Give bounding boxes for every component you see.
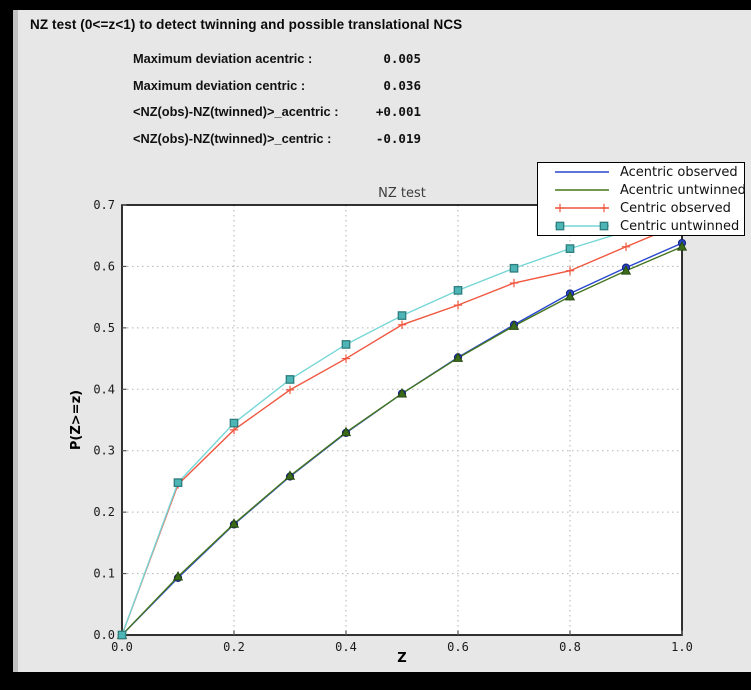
marker-triangle	[284, 470, 296, 480]
marker-triangle	[452, 352, 464, 362]
legend-line-sample-icon	[555, 189, 609, 191]
stat-value: -0.019	[375, 130, 421, 146]
x-tick-label: 1.0	[671, 640, 693, 654]
y-tick-label: 0.3	[93, 444, 115, 458]
stat-row: Maximum deviation centric : 0.036	[133, 78, 421, 105]
panel-left-edge	[13, 10, 18, 672]
y-tick-label: 0.0	[93, 628, 115, 642]
legend-label: Acentric untwinned	[620, 182, 746, 198]
stat-label: Maximum deviation centric :	[133, 77, 306, 93]
y-axis-label: P(Z>=z)	[69, 390, 84, 450]
y-tick-label: 0.6	[93, 259, 115, 273]
x-tick-label: 0.2	[223, 640, 245, 654]
marker-triangle	[676, 241, 688, 251]
marker-triangle	[172, 570, 184, 581]
legend-label: Centric untwinned	[620, 218, 740, 234]
legend-line-sample-icon	[555, 171, 609, 173]
stat-label: <NZ(obs)-NZ(twinned)>_centric :	[133, 130, 332, 146]
x-tick-label: 0.6	[447, 640, 469, 654]
marker-triangle	[228, 518, 240, 528]
stats-block: Maximum deviation acentric : 0.005 Maxim…	[133, 51, 421, 157]
stat-value: +0.001	[375, 104, 421, 120]
marker-square	[173, 478, 183, 488]
report-title: NZ test (0<=z<1) to detect twinning and …	[30, 17, 463, 32]
marker-square	[229, 418, 239, 428]
legend-line-sample-icon	[555, 221, 609, 231]
marker-triangle	[396, 387, 408, 398]
x-tick-label: 0.4	[335, 640, 357, 654]
legend-item-acentric-observed: Acentric observed	[538, 163, 744, 181]
marker-triangle	[508, 320, 520, 330]
legend-item-centric-untwinned: Centric untwinned	[538, 217, 744, 235]
marker-square	[117, 630, 127, 640]
marker-square	[285, 375, 295, 384]
x-tick-label: 0.8	[559, 640, 581, 654]
marker-triangle	[564, 290, 576, 301]
chart-legend: Acentric observed Acentric untwinned Cen…	[537, 162, 746, 236]
marker-triangle	[340, 426, 352, 437]
marker-square	[509, 263, 519, 273]
marker-square	[453, 286, 463, 295]
stat-value: 0.036	[383, 77, 421, 93]
marker-square	[599, 221, 609, 231]
legend-line-sample-icon	[555, 203, 609, 213]
marker-square	[555, 221, 565, 231]
legend-item-acentric-untwinned: Acentric untwinned	[538, 181, 746, 199]
x-tick-label: 0.0	[111, 640, 133, 654]
legend-label: Acentric observed	[620, 164, 738, 180]
marker-square	[397, 311, 407, 320]
stat-row: Maximum deviation acentric : 0.005	[133, 51, 421, 78]
stat-value: 0.005	[383, 51, 421, 66]
marker-triangle	[620, 265, 632, 275]
y-tick-label: 0.7	[93, 198, 115, 212]
stat-row: <NZ(obs)-NZ(twinned)>_centric : -0.019	[133, 131, 421, 158]
legend-item-centric-observed: Centric observed	[538, 199, 744, 217]
stat-row: <NZ(obs)-NZ(twinned)>_acentric : +0.001	[133, 104, 421, 131]
marker-square	[565, 244, 575, 253]
legend-label: Centric observed	[620, 200, 731, 216]
y-tick-label: 0.5	[93, 321, 115, 335]
stat-label: <NZ(obs)-NZ(twinned)>_acentric :	[133, 104, 339, 120]
stat-label: Maximum deviation acentric :	[133, 51, 313, 66]
y-tick-label: 0.2	[93, 505, 115, 519]
y-tick-label: 0.1	[93, 567, 115, 581]
y-tick-label: 0.4	[93, 382, 115, 396]
plot-area	[122, 205, 682, 635]
plot-frame	[121, 204, 683, 636]
chart-title: NZ test	[378, 186, 426, 201]
marker-square	[341, 340, 351, 349]
x-axis-label: Z	[397, 651, 406, 666]
